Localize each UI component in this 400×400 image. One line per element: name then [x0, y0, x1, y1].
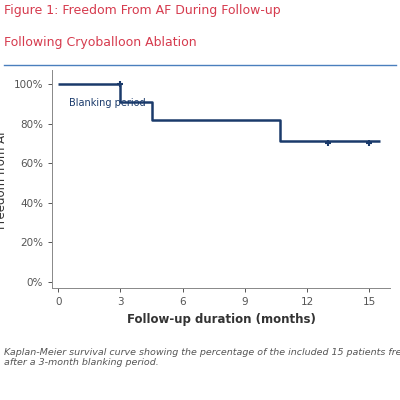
Text: Blanking period: Blanking period — [68, 98, 145, 108]
Text: Kaplan-Meier survival curve showing the percentage of the included 15 patients f: Kaplan-Meier survival curve showing the … — [4, 348, 400, 367]
Y-axis label: Freedom from AF: Freedom from AF — [0, 129, 8, 229]
Text: Figure 1: Freedom From AF During Follow-up: Figure 1: Freedom From AF During Follow-… — [4, 4, 281, 17]
X-axis label: Follow-up duration (months): Follow-up duration (months) — [126, 312, 316, 326]
Text: Following Cryoballoon Ablation: Following Cryoballoon Ablation — [4, 36, 197, 49]
